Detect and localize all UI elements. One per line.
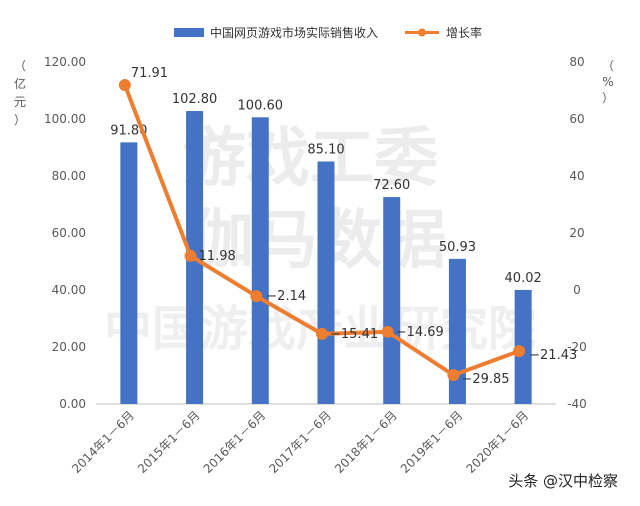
bar: [383, 197, 401, 404]
right-tick-label: 80: [569, 55, 584, 69]
right-tick-label: 0: [573, 283, 581, 297]
growth-value-label: −15.41: [330, 327, 378, 342]
x-tick-label: 2017年1－6月: [266, 408, 334, 476]
legend-line-label: 增长率: [446, 25, 482, 40]
bar-value-label: 85.10: [307, 142, 344, 157]
footer-credit: 头条 @汉中检察: [508, 472, 618, 490]
bar-value-label: 72.60: [373, 178, 410, 193]
left-tick-label: 100.00: [44, 112, 86, 126]
bar-data-labels: 91.80 102.80 100.60 85.10 72.60 50.93 40.02: [110, 92, 542, 286]
left-tick-label: 120.00: [44, 55, 86, 69]
bar: [317, 161, 335, 404]
bar: [120, 142, 138, 404]
bar: [251, 117, 269, 404]
legend: 中国网页游戏市场实际销售收入 增长率: [174, 25, 482, 40]
right-tick-label: -20: [567, 340, 587, 354]
bar-value-label: 91.80: [110, 123, 147, 138]
right-tick-label: -40: [567, 397, 587, 411]
x-tick-label: 2018年1－6月: [332, 408, 400, 476]
growth-value-label: 11.98: [199, 249, 236, 264]
x-tick-label: 2020年1－6月: [464, 408, 532, 476]
right-axis-ticks: -40 -20 0 20 40 60 80: [567, 55, 587, 411]
growth-marker: [118, 79, 131, 92]
legend-bar-label: 中国网页游戏市场实际销售收入: [210, 25, 378, 40]
right-axis-label-char: %: [602, 75, 613, 89]
growth-marker: [316, 327, 328, 340]
right-axis-label: （% ）: [602, 59, 614, 105]
x-tick-label: 2015年1－6月: [135, 408, 203, 476]
left-axis-label-char: ）: [14, 113, 26, 127]
x-axis-tick-labels: 2014年1－6月2015年1－6月2016年1－6月2017年1－6月2018…: [69, 408, 531, 476]
growth-value-label: −14.69: [396, 325, 444, 340]
left-axis-label-char: 亿: [14, 76, 26, 91]
growth-marker: [381, 325, 394, 338]
watermark-line-1: 游戏工委: [182, 122, 438, 196]
left-tick-label: 0.00: [59, 397, 86, 411]
right-tick-label: 20: [569, 226, 584, 240]
legend-line-marker: [418, 28, 426, 37]
right-tick-label: 40: [569, 169, 584, 183]
growth-marker: [250, 290, 263, 303]
right-tick-label: 60: [569, 112, 584, 126]
bar-value-label: 102.80: [172, 92, 218, 107]
growth-value-label: 71.91: [131, 66, 168, 81]
line-data-labels: 71.91 11.98 −2.14 −15.41 −14.69 −29.85 −21.43: [131, 66, 577, 387]
left-tick-label: 60.00: [52, 226, 86, 240]
growth-marker: [184, 249, 197, 262]
x-tick-label: 2019年1－6月: [398, 408, 466, 476]
bar-value-label: 40.02: [505, 271, 542, 286]
right-axis-label-char: ）: [602, 91, 614, 105]
left-axis-label-char: 元: [14, 95, 26, 109]
right-axis-label-char: （: [602, 59, 614, 73]
left-axis-label-char: （: [14, 59, 26, 73]
left-tick-label: 40.00: [52, 283, 86, 297]
x-tick-label: 2016年1－6月: [201, 408, 269, 476]
line-series: [118, 79, 526, 382]
bar-value-label: 50.93: [439, 240, 476, 255]
legend-bar-swatch: [174, 28, 204, 37]
left-axis-label: （ 亿元 ）: [14, 59, 26, 127]
growth-value-label: −2.14: [266, 289, 306, 304]
left-tick-label: 20.00: [52, 340, 86, 354]
growth-marker: [513, 345, 526, 358]
left-tick-label: 80.00: [52, 169, 86, 183]
growth-value-label: −29.85: [461, 372, 509, 387]
bar: [448, 258, 466, 404]
left-axis-ticks: 0.00 20.00 40.00 60.00 80.00 100.00 120.00: [44, 55, 86, 411]
x-tick-label: 2014年1－6月: [69, 408, 137, 476]
growth-marker: [447, 369, 460, 382]
bar-value-label: 100.60: [238, 98, 284, 113]
growth-value-label: −21.43: [529, 348, 577, 363]
